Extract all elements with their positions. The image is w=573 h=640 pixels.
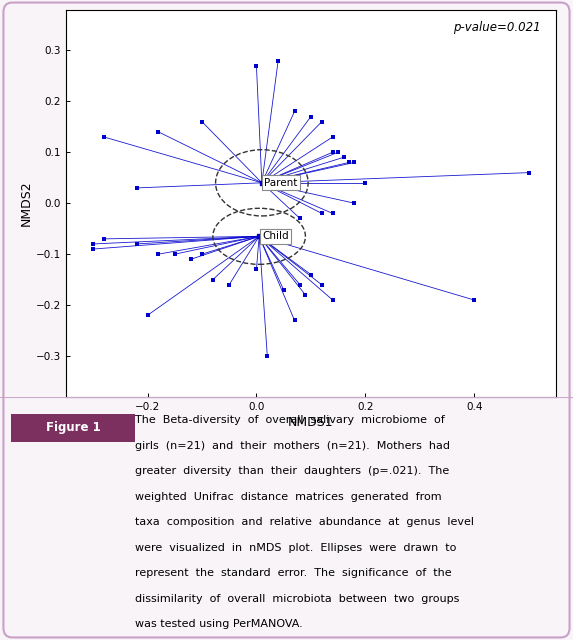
Text: represent  the  standard  error.  The  significance  of  the: represent the standard error. The signif… — [135, 568, 452, 579]
Text: weighted  Unifrac  distance  matrices  generated  from: weighted Unifrac distance matrices gener… — [135, 492, 441, 502]
Text: p-value=0.021: p-value=0.021 — [453, 21, 541, 34]
Text: The  Beta-diversity  of  overall  salivary  microbiome  of: The Beta-diversity of overall salivary m… — [135, 415, 445, 425]
Text: Child: Child — [262, 231, 289, 241]
Text: greater  diversity  than  their  daughters  (p=.021).  The: greater diversity than their daughters (… — [135, 466, 449, 476]
FancyBboxPatch shape — [11, 414, 135, 442]
Text: was tested using PerMANOVA.: was tested using PerMANOVA. — [135, 620, 303, 629]
X-axis label: NMDS1: NMDS1 — [288, 416, 333, 429]
Text: dissimilarity  of  overall  microbiota  between  two  groups: dissimilarity of overall microbiota betw… — [135, 594, 459, 604]
Text: taxa  composition  and  relative  abundance  at  genus  level: taxa composition and relative abundance … — [135, 517, 474, 527]
Text: Parent: Parent — [264, 178, 297, 188]
Text: girls  (n=21)  and  their  mothers  (n=21).  Mothers  had: girls (n=21) and their mothers (n=21). M… — [135, 440, 450, 451]
Y-axis label: NMDS2: NMDS2 — [20, 180, 33, 226]
Text: were  visualized  in  nMDS  plot.  Ellipses  were  drawn  to: were visualized in nMDS plot. Ellipses w… — [135, 543, 456, 553]
Text: Figure 1: Figure 1 — [46, 421, 100, 435]
